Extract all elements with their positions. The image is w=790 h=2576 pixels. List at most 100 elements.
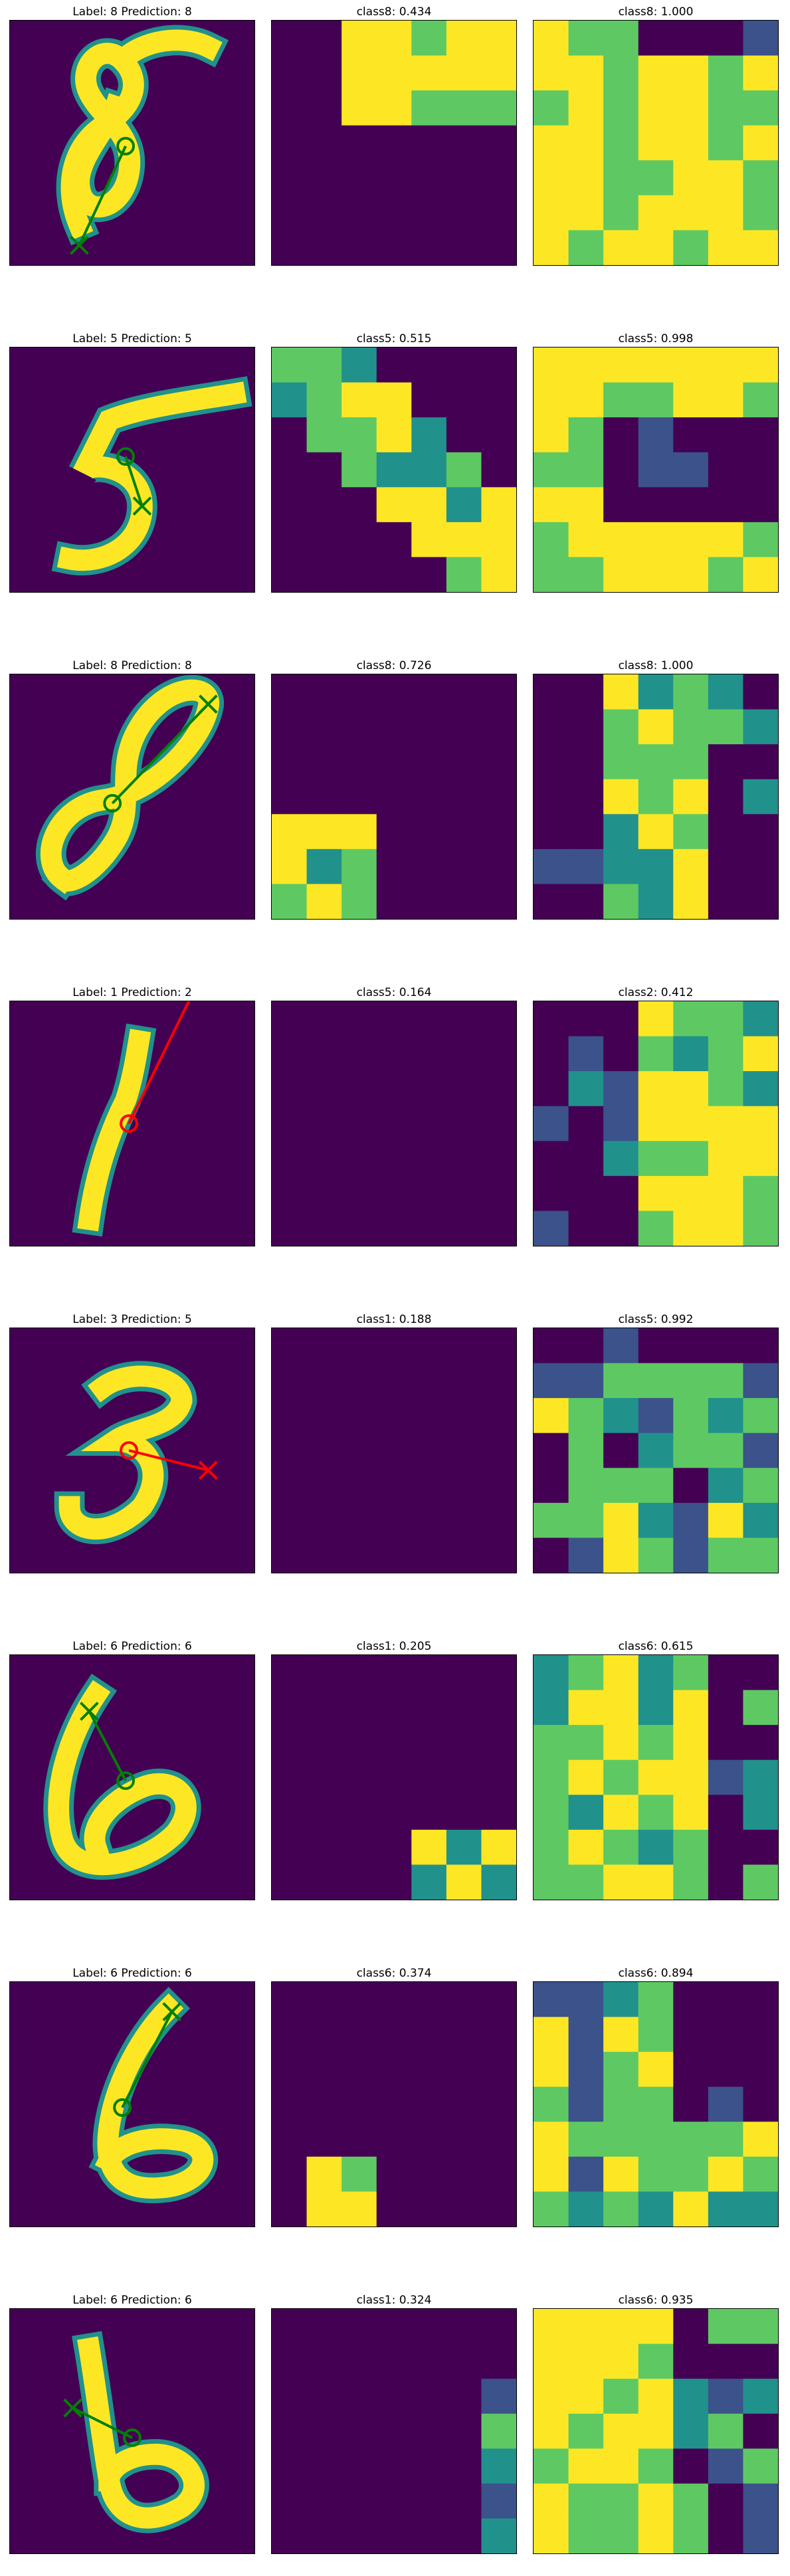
heat-cell (638, 21, 674, 56)
heat-cell (481, 417, 516, 453)
heat-cell (638, 2309, 674, 2345)
heat-cell (603, 2052, 639, 2088)
heat-cell (708, 744, 743, 780)
heat-cell (673, 2483, 709, 2519)
heat-cell (481, 2413, 516, 2449)
figure-row: Label: 3 Prediction: 5 class1: 0.188 class… (0, 1313, 790, 1579)
heat-cell (306, 160, 342, 196)
heat-cell (534, 125, 569, 161)
heat-cell (411, 2052, 447, 2088)
pred-class-heatmap-title: class6: 0.935 (618, 2294, 694, 2307)
heat-cell (411, 1071, 447, 1107)
heat-cell (708, 160, 743, 196)
heat-cell (306, 1795, 342, 1831)
heat-cell (534, 1502, 569, 1538)
heat-cell (568, 2448, 604, 2484)
figure-row: Label: 8 Prediction: 8 class8: 0.726 class… (0, 659, 790, 925)
heat-cell (568, 1001, 604, 1037)
heat-cell (446, 848, 482, 884)
heat-cell (376, 1106, 412, 1141)
heat-cell (376, 1829, 412, 1865)
heat-cell (673, 230, 709, 265)
pred-class-heatmap-title: class2: 0.412 (618, 986, 694, 999)
digit-panel-image (9, 1328, 255, 1573)
heat-cell (708, 1795, 743, 1831)
heat-cell (376, 744, 412, 780)
heat-cell (534, 1398, 569, 1434)
origin-circle-marker (116, 137, 135, 155)
heat-cell (306, 2343, 342, 2379)
heat-cell (673, 2379, 709, 2415)
heat-cell (411, 2191, 447, 2227)
heat-cell (603, 1759, 639, 1795)
heat-cell (673, 744, 709, 780)
heat-cell (342, 1864, 377, 1900)
heat-cell (603, 1502, 639, 1538)
heat-cell (481, 90, 516, 126)
heat-cell (481, 848, 516, 884)
heat-cell (673, 848, 709, 884)
heat-cell (673, 1502, 709, 1538)
heat-cell (673, 2309, 709, 2345)
heat-cell (534, 674, 569, 710)
heat-cell (446, 2052, 482, 2088)
heat-cell (603, 1036, 639, 1072)
heat-cell (306, 2379, 342, 2415)
heat-cell (446, 779, 482, 815)
heat-cell (446, 90, 482, 126)
heat-cell (446, 2191, 482, 2227)
heat-cell (603, 709, 639, 745)
heat-cell (638, 382, 674, 418)
heat-cell (342, 1795, 377, 1831)
heat-cell (446, 1655, 482, 1691)
heat-cell (673, 1690, 709, 1726)
heat-cell (568, 55, 604, 91)
direction-line (121, 2011, 173, 2108)
heat-cell (743, 2518, 778, 2553)
heat-cell (411, 2017, 447, 2052)
heat-cell (638, 1001, 674, 1037)
pred-class-heatmap-title: class6: 0.615 (618, 1640, 694, 1653)
heat-cell (603, 90, 639, 126)
heat-cell (708, 347, 743, 383)
heat-cell (673, 1071, 709, 1107)
heat-cell (446, 1829, 482, 1865)
heat-cell (446, 2156, 482, 2192)
heat-cell (272, 2052, 308, 2088)
heat-cell (411, 487, 447, 523)
heat-cell (603, 21, 639, 56)
heat-cell (376, 848, 412, 884)
heat-cell (673, 522, 709, 557)
heat-cell (743, 1398, 778, 1434)
heat-cell (446, 1864, 482, 1900)
heat-cell (306, 1328, 342, 1364)
heat-cell (743, 1071, 778, 1107)
heat-cell (446, 1982, 482, 2018)
heat-cell (534, 2413, 569, 2449)
heat-cell (272, 2518, 308, 2553)
heat-cell (638, 2448, 674, 2484)
heat-cell (481, 2448, 516, 2484)
heat-cell (603, 1211, 639, 1246)
heat-cell (568, 744, 604, 780)
heat-cell (638, 1106, 674, 1141)
heat-cell (411, 90, 447, 126)
heat-cell (411, 848, 447, 884)
heat-cell (673, 557, 709, 592)
heat-cell (376, 557, 412, 592)
heat-cell (342, 522, 377, 557)
heat-cell (342, 1328, 377, 1364)
heat-cell (342, 744, 377, 780)
heat-cell (534, 160, 569, 196)
heat-cell (603, 779, 639, 815)
heat-cell (743, 347, 778, 383)
heat-cell (743, 1690, 778, 1726)
heat-cell (568, 21, 604, 56)
heat-cell (376, 2483, 412, 2519)
heat-cell (708, 55, 743, 91)
heat-cell (411, 1655, 447, 1691)
heat-cell (306, 125, 342, 161)
heat-cell (272, 1502, 308, 1538)
heat-cell (603, 1468, 639, 1504)
heat-cell (638, 1690, 674, 1726)
